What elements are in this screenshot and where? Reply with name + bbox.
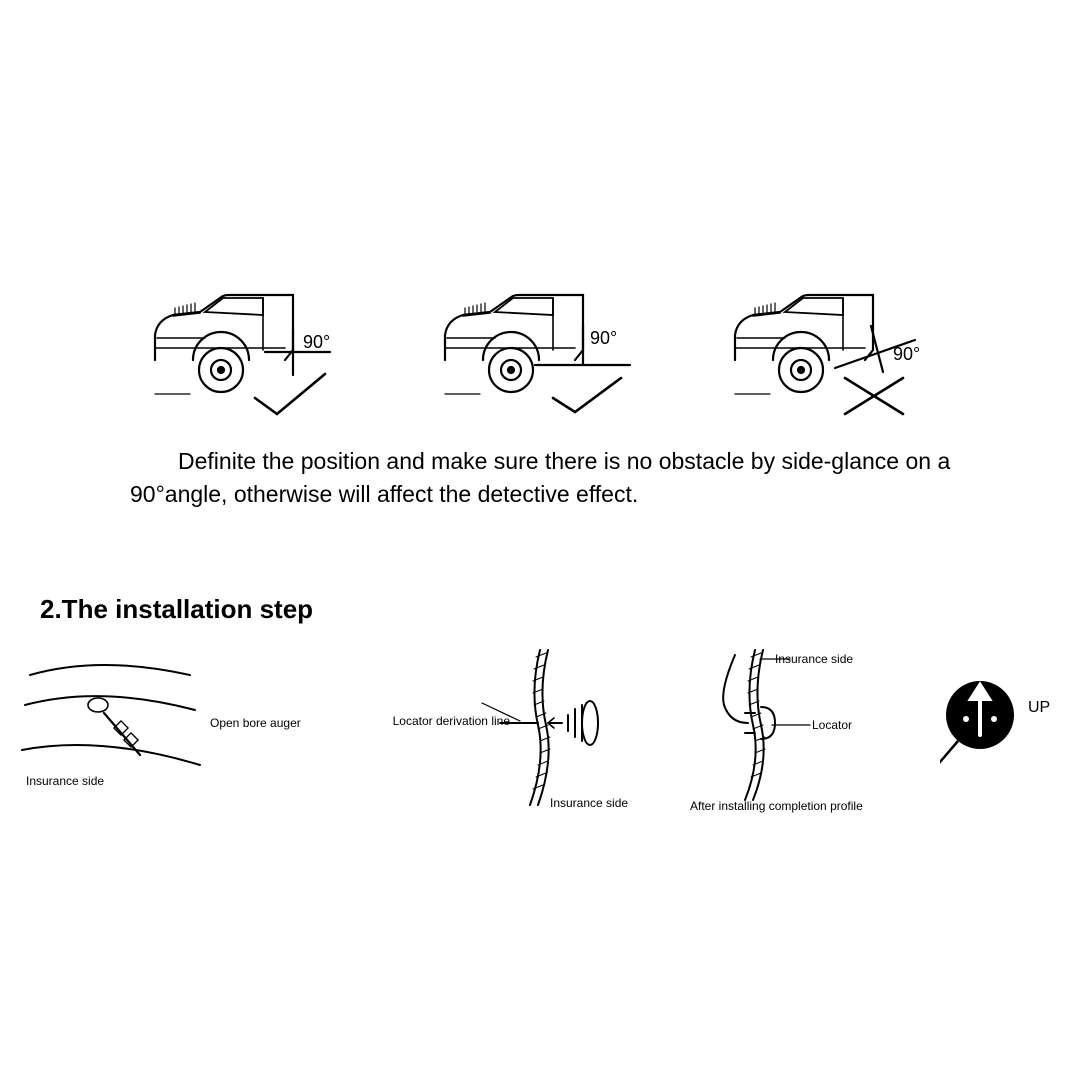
car-diagram-3: 90° <box>725 290 945 420</box>
page: 90° <box>0 0 1090 1090</box>
step-4: UP <box>940 645 1070 825</box>
car-svg-1: 90° <box>145 290 365 420</box>
installation-steps-row: Open bore auger Insurance side <box>20 645 1070 825</box>
step-1: Open bore auger Insurance side <box>20 645 340 825</box>
instruction-text: Definite the position and make sure ther… <box>130 445 1030 512</box>
car-svg-3: 90° <box>725 290 945 420</box>
step-4-label-up: UP <box>1028 699 1050 717</box>
step-1-label-auger: Open bore auger <box>210 717 301 730</box>
step-2-svg <box>480 645 660 815</box>
angle-label-3: 90° <box>893 344 920 364</box>
step-2-label-insurance: Insurance side <box>550 797 628 810</box>
step-3: Insurance side Locator After installing … <box>680 645 920 825</box>
car-svg-2: 90° <box>435 290 655 420</box>
angle-label-2: 90° <box>590 328 617 348</box>
step-4-svg <box>940 665 1050 785</box>
car-diagram-row: 90° <box>0 290 1090 420</box>
step-2: Locator derivation line Insurance side <box>390 645 670 825</box>
step-1-label-insurance: Insurance side <box>26 775 104 788</box>
step-3-label-insurance: Insurance side <box>775 653 853 666</box>
step-2-label-derivation: Locator derivation line <box>390 715 510 728</box>
car-diagram-1: 90° <box>145 290 365 420</box>
angle-label-1: 90° <box>303 332 330 352</box>
step-3-label-locator: Locator <box>812 719 852 732</box>
car-diagram-2: 90° <box>435 290 655 420</box>
step-3-caption: After installing completion profile <box>690 800 910 813</box>
section-heading: 2.The installation step <box>40 594 313 625</box>
